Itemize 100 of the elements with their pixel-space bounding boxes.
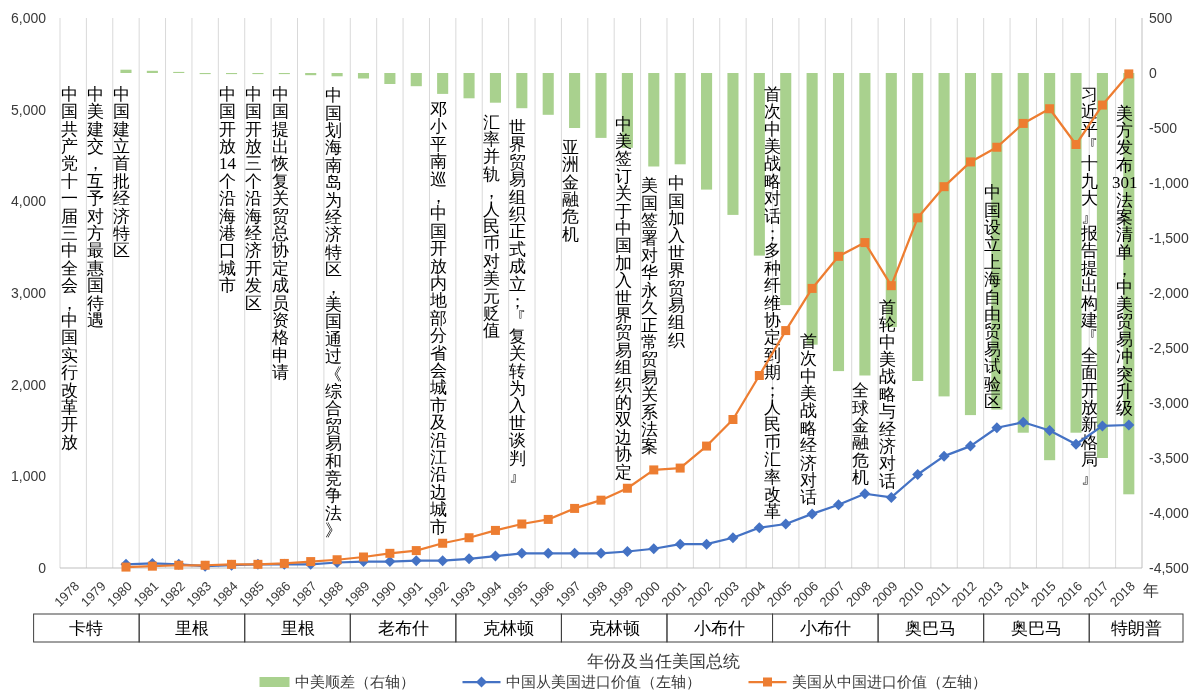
annotation: 中美签订关于中国加入世界贸易组织的双边协定 xyxy=(614,114,632,482)
point xyxy=(1124,69,1134,79)
point xyxy=(517,519,527,529)
table-presidents: 卡特 里根 里根 老布什 克林顿 克林顿 小布什 小布什 奥巴马 奥巴马 特朗普 xyxy=(33,613,1184,643)
y-tick-label: 1,000 xyxy=(10,468,47,485)
point xyxy=(1071,140,1081,149)
annotation: 中国设立上海自由贸易试验区 xyxy=(984,183,1002,411)
point xyxy=(596,495,606,505)
y2-tick-label: -4,000 xyxy=(1149,505,1189,521)
point xyxy=(438,538,448,548)
annotation: 世界贸易组织正式成立；『复关转为入世谈判』 xyxy=(509,118,527,485)
point xyxy=(385,548,395,558)
point xyxy=(1070,438,1082,450)
point xyxy=(939,182,949,192)
point xyxy=(701,538,713,550)
point xyxy=(674,538,686,550)
point xyxy=(621,546,633,557)
annotation: 中国建立首批经济特区 xyxy=(113,84,131,261)
legend-label: 中国从美国进口价值（左轴） xyxy=(505,674,701,690)
annotation: 亚洲金融危机 xyxy=(562,137,580,244)
y-tick-label: 3,000 xyxy=(10,285,47,301)
point xyxy=(753,522,765,534)
point xyxy=(781,326,791,336)
annotation: 中国开放14个沿海港口城市 xyxy=(219,84,237,296)
point xyxy=(384,556,396,568)
point xyxy=(728,415,738,424)
x-axis-title: 年份及当任美国总统 xyxy=(586,652,740,671)
point xyxy=(489,550,501,562)
annotation: 首轮中美战略与经济对话 xyxy=(878,297,896,491)
annotation: 美方发布301法案清单，中美贸易冲突升级 xyxy=(1112,103,1138,419)
point xyxy=(622,483,632,493)
point xyxy=(595,547,607,559)
point xyxy=(1044,425,1056,436)
point xyxy=(806,508,818,520)
point xyxy=(437,555,449,567)
point xyxy=(516,547,528,559)
annotation: 首次中美战略经济对话 xyxy=(799,331,817,508)
y-tick-label: 0 xyxy=(38,560,47,576)
point xyxy=(938,450,950,462)
point xyxy=(860,238,870,248)
annotation: 中国共产党十一届三中全会，中国实行改革开放 xyxy=(60,84,78,452)
point xyxy=(543,514,553,524)
point xyxy=(913,213,923,223)
point xyxy=(1045,104,1055,114)
point xyxy=(702,441,712,451)
y2-tick-label: 500 xyxy=(1149,10,1173,26)
annotation: 邓小平南巡，中国开放内地部分省会城市及沿江沿边城市 xyxy=(430,100,448,537)
y2-tick-label: 0 xyxy=(1149,65,1157,81)
y2-tick-label: -500 xyxy=(1149,120,1178,136)
point xyxy=(542,547,554,559)
point xyxy=(834,251,844,261)
point xyxy=(991,422,1003,434)
y2-tick-label: -1,000 xyxy=(1149,175,1189,191)
y-tick-label: 2,000 xyxy=(10,376,47,393)
point xyxy=(964,440,976,452)
point xyxy=(570,503,580,513)
annotation: 汇率并轨，人民币对美元贬值 xyxy=(482,112,500,341)
y2-tick-label: -3,500 xyxy=(1149,450,1189,466)
annotation: 中国加入世界贸易组织 xyxy=(667,174,685,350)
point xyxy=(992,142,1002,152)
legend-label: 美国从中国进口价值（左轴） xyxy=(791,674,987,690)
y-tick-label: 6,000 xyxy=(10,10,47,26)
point xyxy=(411,546,421,556)
point xyxy=(463,553,475,565)
y2-tick-label: -2,000 xyxy=(1149,285,1189,301)
point xyxy=(833,499,845,511)
point xyxy=(464,533,474,543)
point xyxy=(886,281,896,291)
y2-tick-label: -1,500 xyxy=(1149,230,1189,246)
point xyxy=(1018,118,1028,128)
y2-tick-label: -2,500 xyxy=(1149,340,1189,356)
y2-tick-label: -4,500 xyxy=(1149,560,1189,576)
y2-tick-label: -3,000 xyxy=(1149,395,1189,411)
point xyxy=(965,157,975,167)
annotation: 全球金融危机 xyxy=(852,381,870,488)
annotation: 中国提出恢复关贸总协定成员资格申请 xyxy=(271,84,289,383)
annotation: 中国划海南岛为经济特区，美国通过《综合贸易和竞争法》 xyxy=(324,86,342,541)
point xyxy=(807,283,817,293)
point xyxy=(859,488,871,500)
annotation: 中美建交，互予对方最惠国待遇 xyxy=(87,84,105,330)
point xyxy=(780,518,792,530)
point xyxy=(754,371,764,380)
legend-label: 中美顺差（右轴） xyxy=(294,674,415,690)
point xyxy=(121,562,131,572)
point xyxy=(147,561,157,571)
point xyxy=(410,555,422,567)
annotation: 中国开放三个沿海经济开发区 xyxy=(245,84,263,313)
annotation: 美国签署对华永久正常贸易关系法案 xyxy=(641,176,659,457)
point xyxy=(1097,100,1107,110)
point xyxy=(727,532,739,544)
point xyxy=(648,543,660,555)
point xyxy=(675,463,685,473)
point xyxy=(490,525,500,535)
point xyxy=(912,469,924,480)
point xyxy=(569,547,581,559)
point xyxy=(649,465,659,475)
point xyxy=(1017,416,1029,428)
y-tick-label: 4,000 xyxy=(10,193,47,210)
point xyxy=(1096,420,1108,432)
y-tick-label: 5,000 xyxy=(10,101,47,118)
